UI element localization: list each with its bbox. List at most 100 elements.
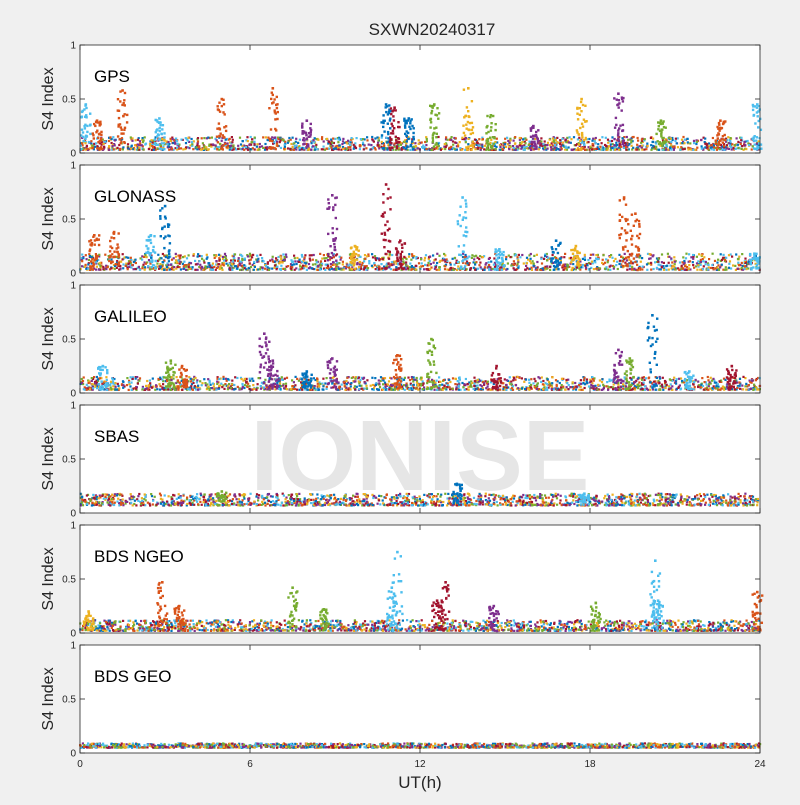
- data-point: [84, 266, 86, 268]
- data-point: [195, 146, 197, 148]
- data-point: [389, 251, 391, 253]
- data-point: [686, 138, 688, 140]
- data-point: [141, 144, 143, 146]
- data-point: [365, 147, 367, 149]
- data-point: [395, 266, 397, 268]
- data-point: [298, 261, 300, 263]
- data-point: [575, 149, 577, 151]
- data-point: [404, 126, 406, 128]
- data-point: [450, 139, 452, 141]
- data-point: [304, 257, 306, 259]
- data-point: [587, 141, 589, 143]
- data-point: [499, 149, 501, 151]
- data-point: [305, 138, 307, 140]
- data-point: [275, 129, 277, 131]
- data-point: [244, 267, 246, 269]
- data-point: [268, 138, 270, 140]
- data-point: [130, 266, 132, 268]
- data-point: [96, 376, 98, 378]
- data-point: [720, 253, 722, 255]
- data-point: [430, 121, 432, 123]
- data-point: [399, 239, 402, 242]
- data-point: [340, 259, 342, 261]
- data-point: [297, 142, 299, 144]
- data-point: [351, 137, 353, 139]
- data-point: [200, 149, 202, 151]
- data-point: [208, 262, 210, 264]
- data-point: [443, 379, 445, 381]
- data-point: [292, 146, 294, 148]
- data-point: [562, 269, 564, 271]
- data-point: [685, 257, 687, 259]
- data-point: [99, 121, 101, 123]
- data-point: [502, 251, 504, 253]
- data-point: [703, 265, 705, 267]
- data-point: [557, 265, 559, 267]
- data-point: [683, 142, 685, 144]
- data-point: [403, 256, 405, 258]
- data-point: [387, 197, 389, 199]
- data-point: [559, 139, 561, 141]
- data-point: [473, 377, 475, 379]
- data-point: [601, 142, 603, 144]
- data-point: [452, 269, 454, 271]
- data-point: [655, 146, 657, 148]
- data-point: [627, 139, 629, 141]
- data-point: [309, 127, 311, 129]
- data-point: [526, 262, 528, 264]
- data-point: [750, 267, 752, 269]
- data-point: [400, 255, 402, 257]
- data-point: [479, 147, 481, 149]
- data-point: [139, 269, 141, 271]
- data-point: [493, 264, 495, 266]
- data-point: [245, 146, 247, 148]
- data-point: [197, 140, 199, 142]
- data-point: [395, 139, 397, 141]
- data-point: [335, 147, 337, 149]
- data-point: [495, 123, 497, 125]
- data-point: [94, 146, 96, 148]
- data-point: [446, 258, 448, 260]
- data-point: [323, 140, 325, 142]
- data-point: [749, 254, 751, 256]
- data-point: [175, 253, 177, 255]
- data-point: [232, 144, 234, 146]
- data-point: [214, 148, 216, 150]
- data-point: [640, 142, 642, 144]
- data-point: [549, 144, 551, 146]
- data-point: [684, 139, 686, 141]
- data-point: [258, 149, 260, 151]
- data-point: [459, 214, 461, 216]
- data-point: [652, 138, 654, 140]
- data-point: [555, 257, 557, 259]
- data-point: [447, 384, 449, 386]
- data-point: [356, 258, 358, 260]
- data-point: [379, 386, 381, 388]
- data-point: [258, 377, 260, 379]
- data-point: [645, 377, 647, 379]
- data-point: [340, 257, 342, 259]
- data-point: [271, 258, 273, 260]
- data-point: [391, 125, 393, 127]
- data-point: [539, 144, 541, 146]
- data-point: [732, 147, 734, 149]
- data-point: [658, 264, 660, 266]
- data-point: [671, 267, 673, 269]
- data-point: [721, 264, 723, 266]
- data-point: [626, 232, 628, 234]
- data-point: [681, 380, 683, 382]
- data-point: [326, 148, 328, 150]
- data-point: [351, 253, 353, 255]
- data-point: [303, 139, 305, 141]
- data-point: [337, 141, 339, 143]
- data-point: [188, 254, 190, 256]
- data-point: [91, 145, 93, 147]
- data-point: [192, 266, 194, 268]
- data-point: [305, 265, 307, 267]
- data-point: [296, 378, 298, 380]
- data-point: [628, 143, 630, 145]
- data-point: [221, 263, 223, 265]
- data-point: [757, 110, 759, 112]
- data-point: [304, 254, 306, 256]
- data-point: [224, 253, 226, 255]
